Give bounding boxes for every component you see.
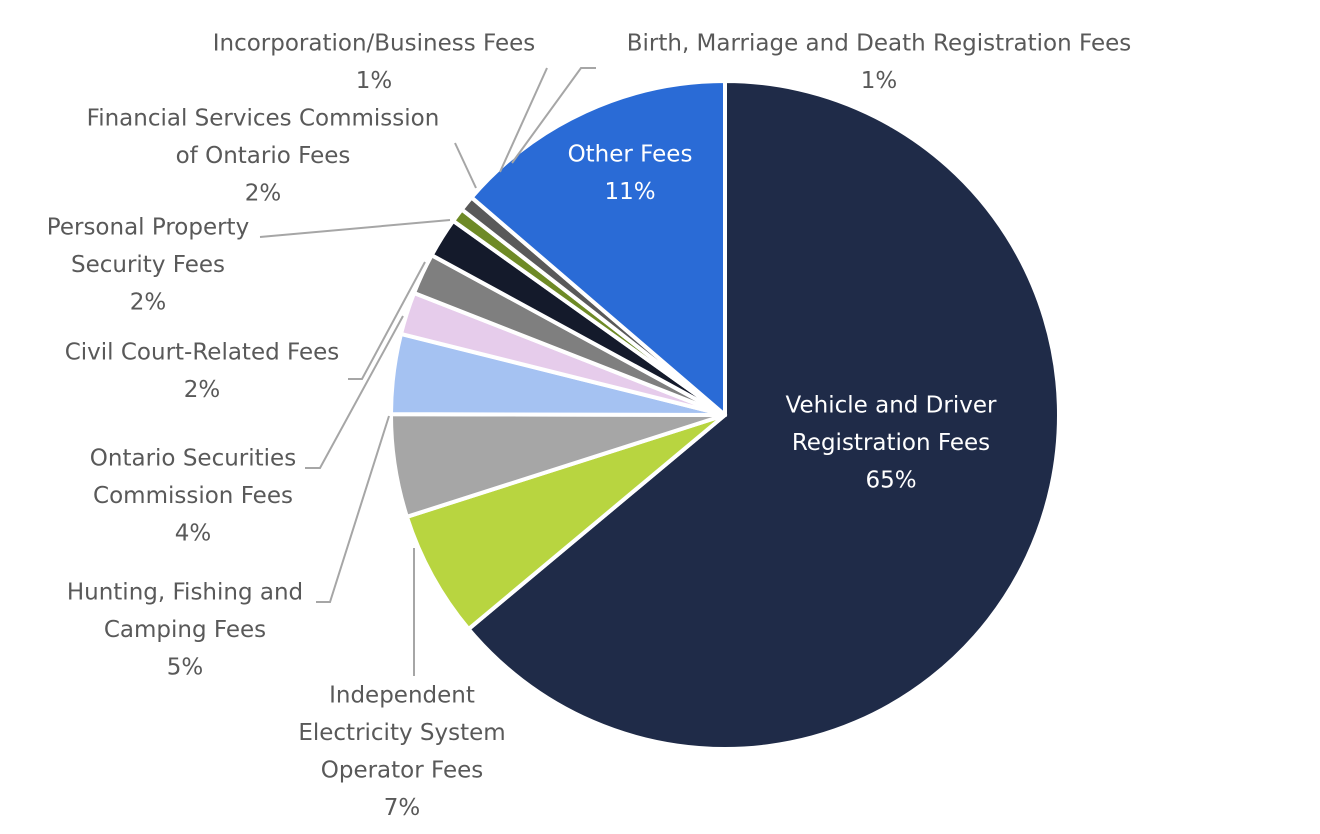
slice-percent-label: 2% [245, 181, 282, 207]
leader-line [305, 315, 404, 469]
slice-category-label: Commission Fees [93, 483, 293, 509]
slice-percent-label: 2% [130, 290, 167, 316]
pie-slices [388, 79, 1061, 751]
slice-category-label: Personal Property [47, 215, 249, 241]
slice-category-label: Hunting, Fishing and [67, 580, 303, 606]
slice-category-label: Incorporation/Business Fees [213, 31, 536, 57]
pie-slice [469, 79, 727, 417]
slice-category-label: of Ontario Fees [176, 143, 351, 169]
slice-category-label: Financial Services Commission [87, 106, 440, 132]
leader-line [259, 219, 451, 238]
slice-percent-label: 11% [604, 179, 655, 205]
slice-category-label: Registration Fees [792, 430, 990, 456]
leader-line [348, 261, 426, 380]
slice-percent-label: 4% [175, 521, 212, 547]
slice-percent-label: 65% [865, 468, 916, 494]
slice-category-label: Other Fees [568, 142, 693, 168]
slice-category-label: Ontario Securities [90, 446, 296, 472]
pie-slice [404, 413, 727, 632]
slice-category-label: Civil Court-Related Fees [65, 340, 340, 366]
leader-line [499, 67, 548, 173]
leader-lines [259, 67, 596, 676]
leader-line [511, 67, 596, 164]
slice-category-label: Independent [329, 683, 475, 709]
slice-category-label: Electricity System [298, 720, 505, 746]
leader-line [454, 142, 477, 189]
slice-category-label: Camping Fees [104, 617, 266, 643]
slice-percent-label: 1% [356, 68, 393, 94]
slice-category-label: Birth, Marriage and Death Registration F… [627, 31, 1132, 57]
slice-category-label: Operator Fees [321, 758, 484, 784]
pie-slice [466, 79, 1061, 751]
leader-line [316, 415, 390, 603]
slice-labels: Vehicle and Driver Registration Fees 65% In… [47, 31, 1131, 822]
slice-category-label: Security Fees [71, 252, 225, 278]
slice-percent-label: 1% [861, 68, 898, 94]
slice-percent-label: 5% [167, 655, 204, 681]
slice-percent-label: 2% [184, 377, 221, 403]
slice-category-label: Vehicle and Driver [786, 393, 997, 419]
slice-percent-label: 7% [384, 795, 421, 821]
